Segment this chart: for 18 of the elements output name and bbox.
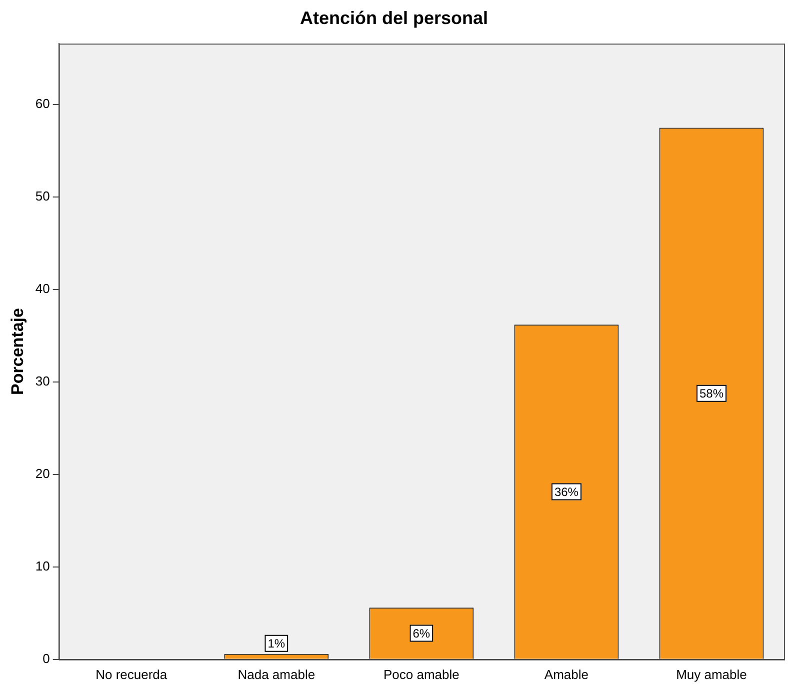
y-tick-label: 0 (42, 650, 50, 666)
x-tick-label: Muy amable (676, 666, 747, 682)
y-tick-label: 50 (35, 188, 50, 204)
x-tick-label: Nada amable (238, 666, 316, 682)
data-label: 1% (268, 636, 286, 651)
x-tick-label: Amable (544, 666, 588, 682)
x-tick-label: Poco amable (383, 666, 460, 682)
y-axis-title: Porcentaje (8, 308, 27, 395)
y-tick-label: 10 (35, 558, 50, 574)
x-tick-label: No recuerda (96, 666, 168, 682)
chart-title: Atención del personal (300, 8, 488, 28)
y-tick-label: 40 (35, 281, 50, 296)
data-label: 58% (699, 386, 724, 401)
data-label: 6% (412, 626, 430, 641)
y-tick-label: 60 (35, 96, 50, 112)
data-label: 36% (554, 485, 579, 500)
y-tick-label: 20 (35, 466, 50, 482)
y-tick-label: 30 (35, 374, 50, 389)
